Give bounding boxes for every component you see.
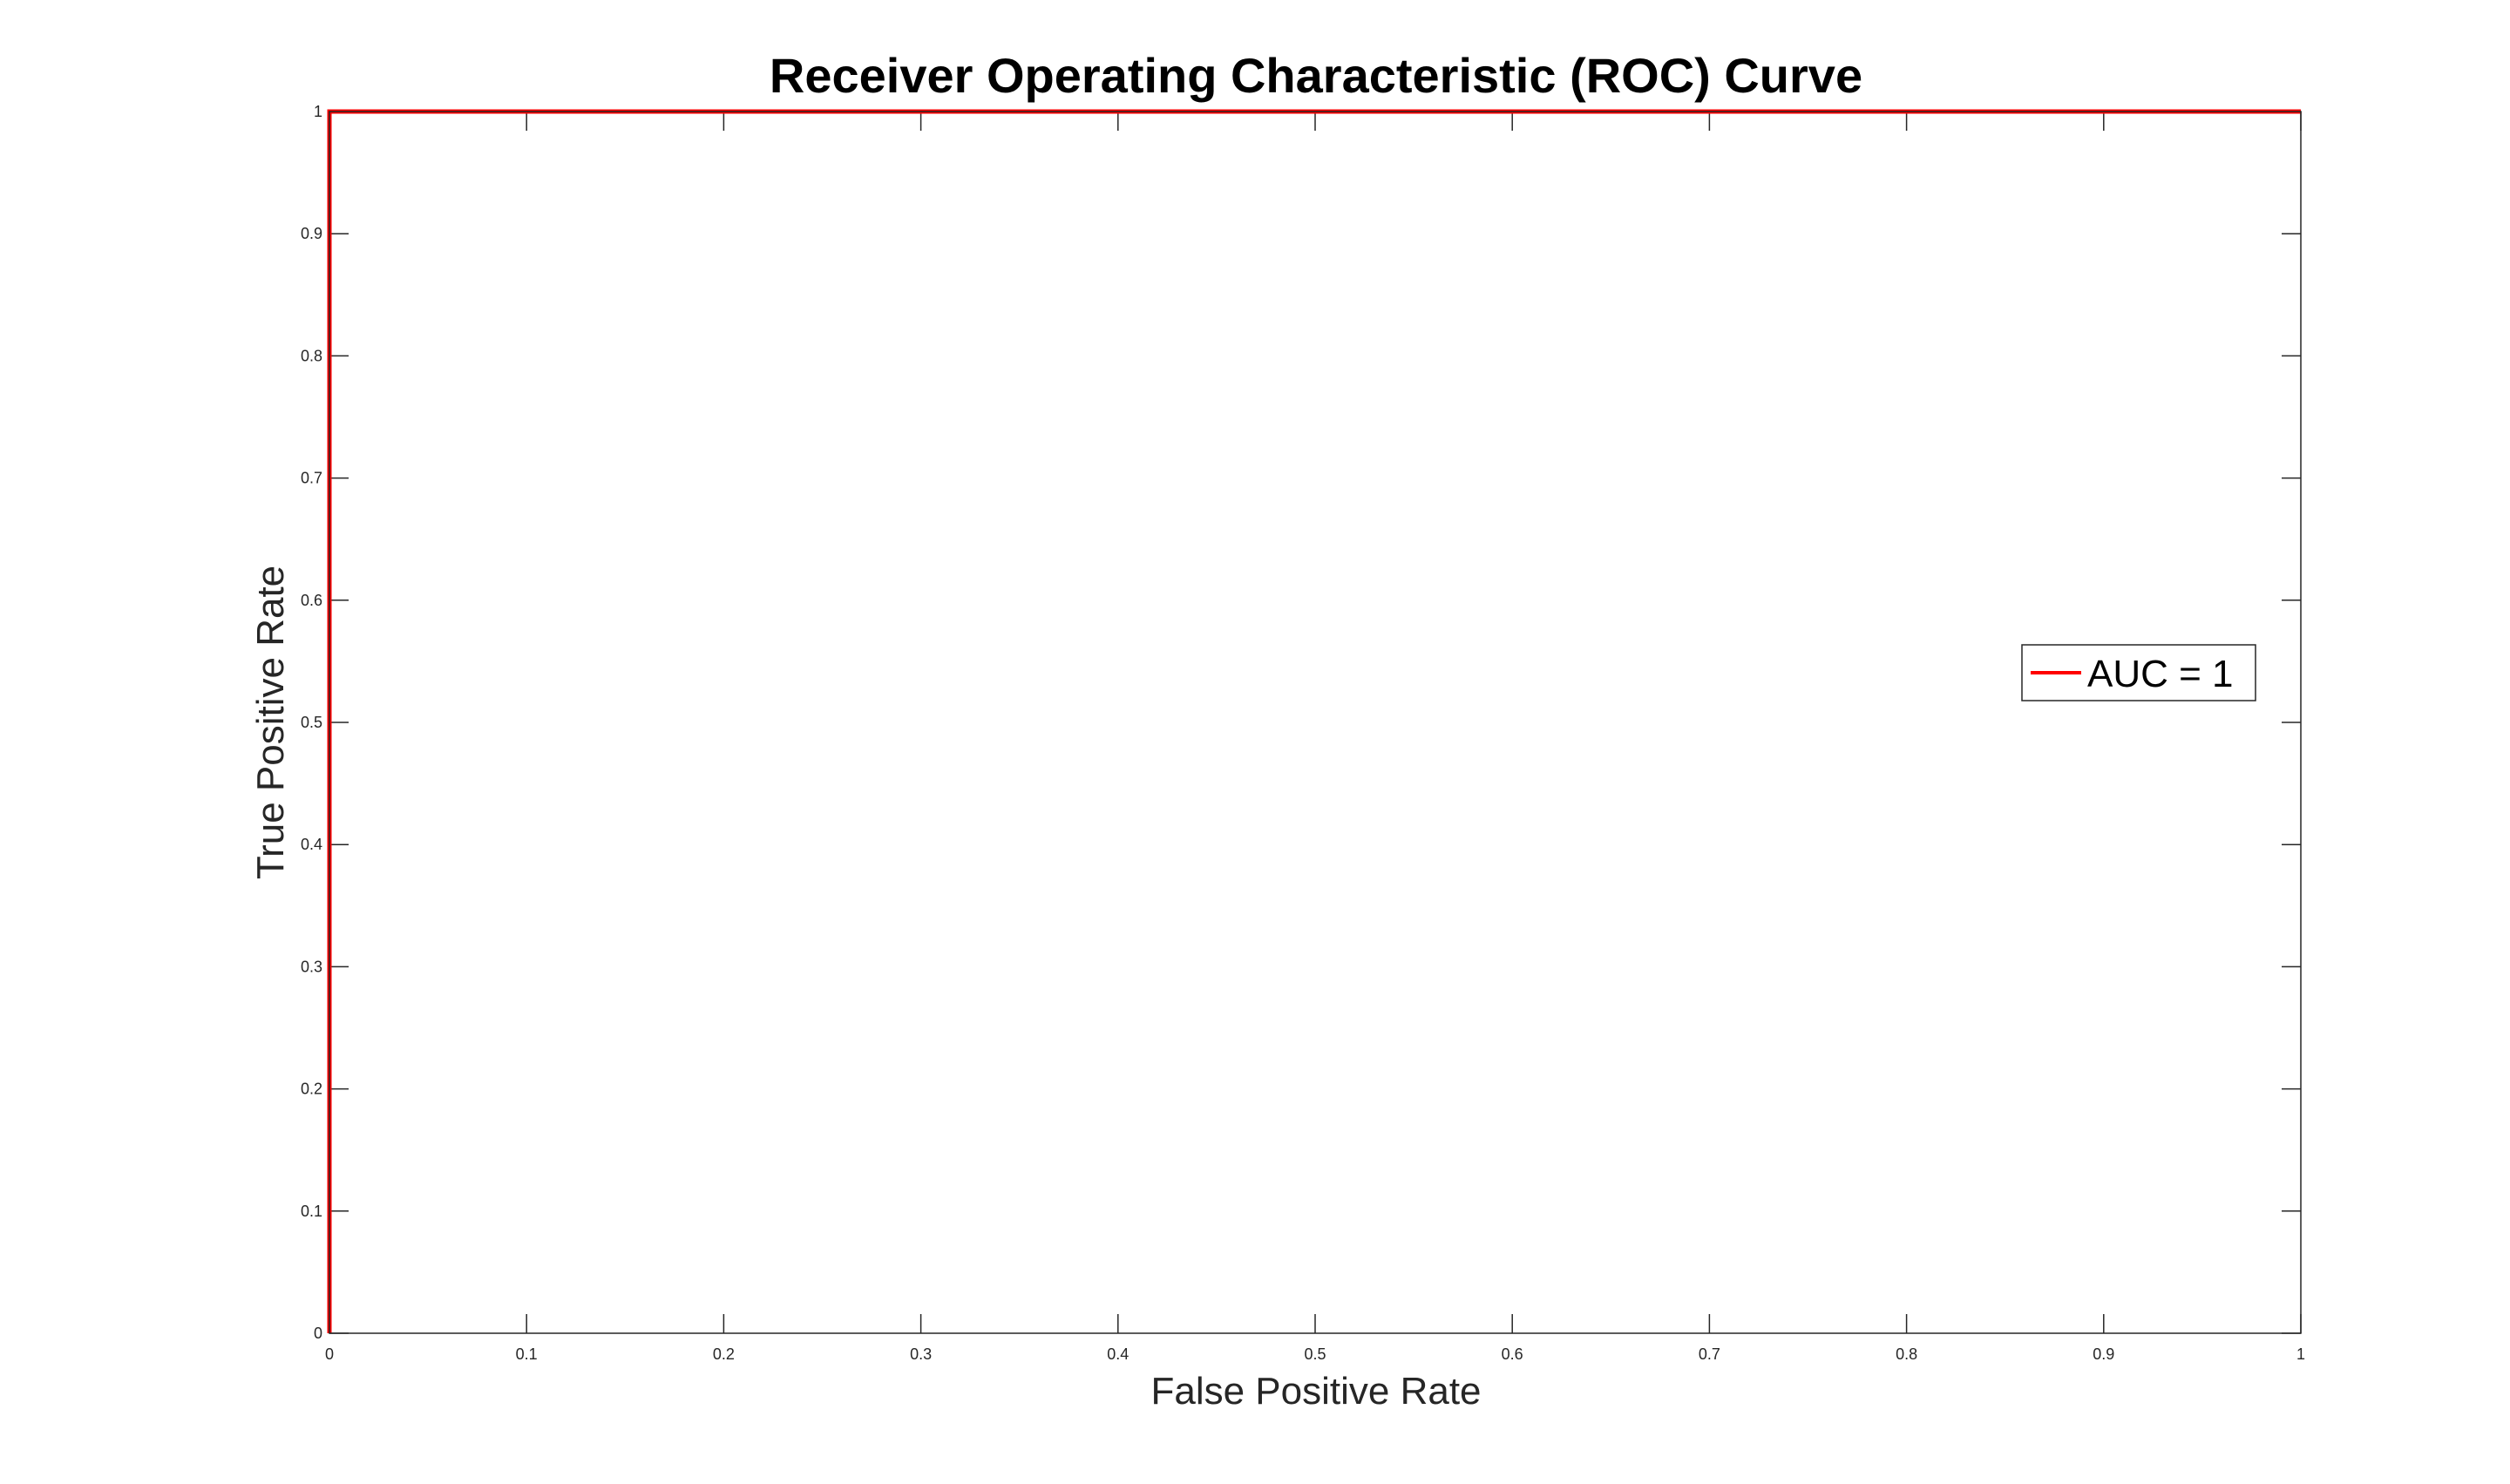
x-tick-label: 0.2 bbox=[713, 1345, 735, 1363]
y-tick-label: 0.1 bbox=[301, 1203, 322, 1220]
y-tick-label: 1 bbox=[314, 103, 322, 120]
y-tick-label: 0.6 bbox=[301, 592, 322, 609]
legend-entry-label: AUC = 1 bbox=[2087, 653, 2234, 695]
x-tick-label: 0.3 bbox=[910, 1345, 932, 1363]
x-tick-label: 1 bbox=[2296, 1345, 2305, 1363]
y-tick-label: 0.2 bbox=[301, 1081, 322, 1098]
x-tick-label: 0.5 bbox=[1304, 1345, 1326, 1363]
x-tick-label: 0.8 bbox=[1896, 1345, 1917, 1363]
x-axis-label: False Positive Rate bbox=[1150, 1370, 1481, 1413]
y-tick-label: 0.5 bbox=[301, 714, 322, 731]
x-tick-label: 0 bbox=[325, 1345, 334, 1363]
plot-frame bbox=[329, 111, 2302, 1334]
plot-area bbox=[329, 112, 2301, 1333]
x-tick-label: 0.7 bbox=[1699, 1345, 1720, 1363]
y-tick-label: 0.8 bbox=[301, 347, 322, 364]
x-tick-label: 0.6 bbox=[1502, 1345, 1523, 1363]
y-tick-label: 0.7 bbox=[301, 470, 322, 487]
y-axis-ticks: 0 0.1 0.2 0.3 0.4 0.5 0.6 0.7 0.8 0.9 1 bbox=[301, 103, 2301, 1342]
y-axis-label: True Positive Rate bbox=[249, 566, 292, 879]
legend: AUC = 1 bbox=[2021, 644, 2256, 701]
y-tick-label: 0 bbox=[314, 1325, 322, 1342]
x-tick-label: 0.9 bbox=[2093, 1345, 2114, 1363]
y-tick-label: 0.3 bbox=[301, 958, 322, 975]
x-tick-label: 0.1 bbox=[516, 1345, 538, 1363]
y-tick-label: 0.9 bbox=[301, 225, 322, 242]
chart-title: Receiver Operating Characteristic (ROC) … bbox=[770, 48, 1862, 103]
x-tick-label: 0.4 bbox=[1107, 1345, 1129, 1363]
y-tick-label: 0.4 bbox=[301, 836, 322, 853]
